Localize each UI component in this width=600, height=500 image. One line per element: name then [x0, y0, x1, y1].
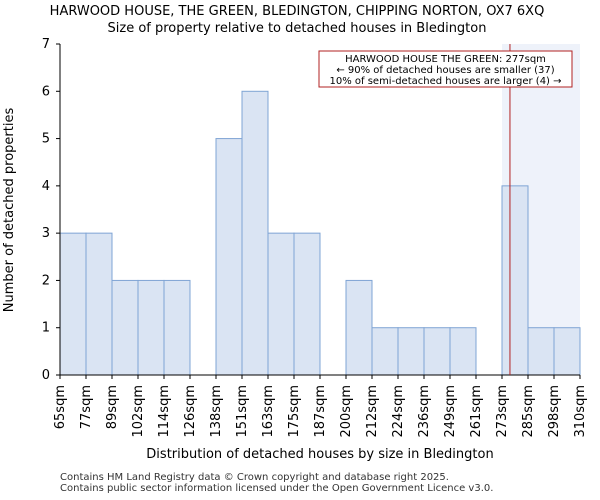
chart-subtitle: Size of property relative to detached ho… [108, 21, 487, 36]
annotation-border [318, 50, 573, 88]
annotation-line-3: 10% of semi-detached houses are larger (… [329, 76, 561, 87]
y-tick-label: 1 [42, 321, 50, 336]
annotation-box: HARWOOD HOUSE THE GREEN: 277sqm ← 90% of… [318, 50, 573, 88]
annotation-line-2: ← 90% of detached houses are smaller (37… [336, 65, 554, 76]
x-axis-ticks: 65sqm 77sqm 89sqm 102sqm 114sqm 126sqm 138sqm 1… [53, 375, 588, 438]
x-tick-label: 224sqm [391, 385, 406, 438]
annotation-line-1: HARWOOD HOUSE THE GREEN: 277sqm [345, 54, 546, 65]
x-tick-label: 261sqm [469, 385, 484, 438]
x-tick-label: 285sqm [521, 385, 536, 438]
histogram-bar [241, 90, 269, 376]
histogram-bar [111, 279, 139, 376]
y-tick-label: 0 [42, 368, 50, 383]
histogram-bar [527, 327, 555, 376]
x-tick-label: 65sqm [53, 385, 68, 429]
x-tick-label: 236sqm [417, 385, 432, 438]
y-tick-label: 2 [42, 273, 50, 288]
footer-copyright: Contains HM Land Registry data © Crown c… [60, 472, 449, 483]
x-tick-label: 151sqm [235, 385, 250, 438]
x-tick-label: 200sqm [339, 385, 354, 438]
y-tick-label: 4 [42, 179, 50, 194]
x-tick-label: 310sqm [573, 385, 588, 438]
histogram-bar [345, 279, 373, 376]
histogram-bar [449, 327, 477, 376]
x-tick-label: 175sqm [287, 385, 302, 438]
histogram-bar [371, 327, 399, 376]
x-tick-label: 187sqm [313, 385, 328, 438]
x-tick-label: 273sqm [495, 385, 510, 438]
histogram-bar [423, 327, 451, 376]
bars-layer [59, 90, 581, 376]
histogram-bar [163, 279, 191, 376]
x-tick-label: 249sqm [443, 385, 458, 438]
histogram-bar [293, 232, 321, 376]
histogram-bar [267, 232, 295, 376]
y-tick-label: 3 [42, 226, 50, 241]
y-axis-ticks: 0 1 2 3 4 5 6 7 [42, 37, 60, 383]
x-tick-label: 77sqm [79, 385, 94, 429]
x-tick-label: 138sqm [209, 385, 224, 438]
x-tick-label: 126sqm [183, 385, 198, 438]
y-axis-label: Number of detached properties [2, 108, 17, 313]
histogram-bar [85, 232, 113, 376]
histogram-bar [501, 185, 529, 376]
y-tick-label: 5 [42, 132, 50, 147]
histogram-bar [215, 138, 243, 376]
x-tick-label: 114sqm [157, 385, 172, 438]
x-tick-label: 102sqm [131, 385, 146, 438]
chart-title: HARWOOD HOUSE, THE GREEN, BLEDINGTON, CH… [50, 4, 545, 19]
x-tick-label: 212sqm [365, 385, 380, 438]
x-tick-label: 163sqm [261, 385, 276, 438]
histogram-bar [137, 279, 165, 376]
histogram-bar [397, 327, 425, 376]
histogram-bar [553, 327, 581, 376]
x-tick-label: 298sqm [547, 385, 562, 438]
y-tick-label: 7 [42, 37, 50, 52]
x-tick-label: 89sqm [105, 385, 120, 429]
x-axis-label: Distribution of detached houses by size … [146, 447, 493, 462]
histogram-bar [59, 232, 87, 376]
y-tick-label: 6 [42, 84, 50, 99]
footer-licence: Contains public sector information licen… [60, 483, 494, 494]
